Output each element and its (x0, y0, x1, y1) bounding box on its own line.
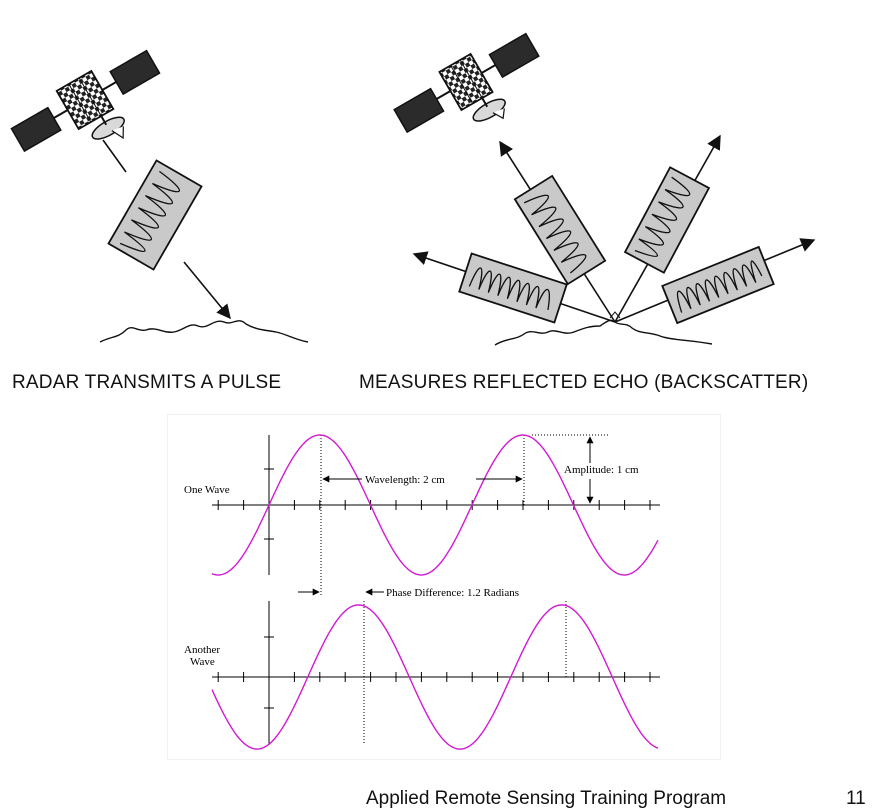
bottom-wave-axes (212, 601, 660, 745)
wave-one (211, 434, 659, 576)
radar-pulse-icon-echo-3 (623, 166, 711, 274)
top-wave-axes (212, 435, 660, 575)
radar-pulse-icon-echo-1 (458, 252, 568, 324)
phase-difference-label: Phase Difference: 1.2 Radians (386, 587, 519, 599)
caption-backscatter: MEASURES REFLECTED ECHO (BACKSCATTER) (359, 372, 809, 393)
radar-pulse-icon-transmit (107, 159, 203, 271)
ground-surface-icon-left (99, 320, 309, 343)
one-wave-label: One Wave (184, 484, 230, 496)
caption-transmit: RADAR TRANSMITS A PULSE (12, 372, 282, 393)
satellite-icon-right (393, 32, 540, 134)
another-wave-label-line1: Another (184, 644, 220, 656)
satellite-icon-left (10, 49, 161, 153)
transmit-arrow (102, 139, 127, 173)
transmit-arrow-lower (183, 261, 231, 320)
wave-diagram-svg: Wavelength: 2 cm Amplitude: 1 cm One Wav… (184, 434, 660, 750)
another-wave-label-line2: Wave (190, 656, 215, 668)
radar-pulse-icon-echo-2 (513, 174, 607, 286)
ground-surface-icon-right (494, 319, 713, 346)
dotted-guides (320, 434, 610, 745)
wavelength-label: Wavelength: 2 cm (365, 474, 445, 486)
footer-program: Applied Remote Sensing Training Program (366, 788, 727, 809)
amplitude-label: Amplitude: 1 cm (564, 464, 639, 476)
wave-diagram-panel: Wavelength: 2 cm Amplitude: 1 cm One Wav… (168, 415, 720, 759)
radar-illustration (10, 32, 816, 346)
radar-pulse-icon-echo-4 (661, 245, 775, 325)
wave-another (211, 604, 659, 750)
footer-page-number: 11 (846, 788, 866, 809)
